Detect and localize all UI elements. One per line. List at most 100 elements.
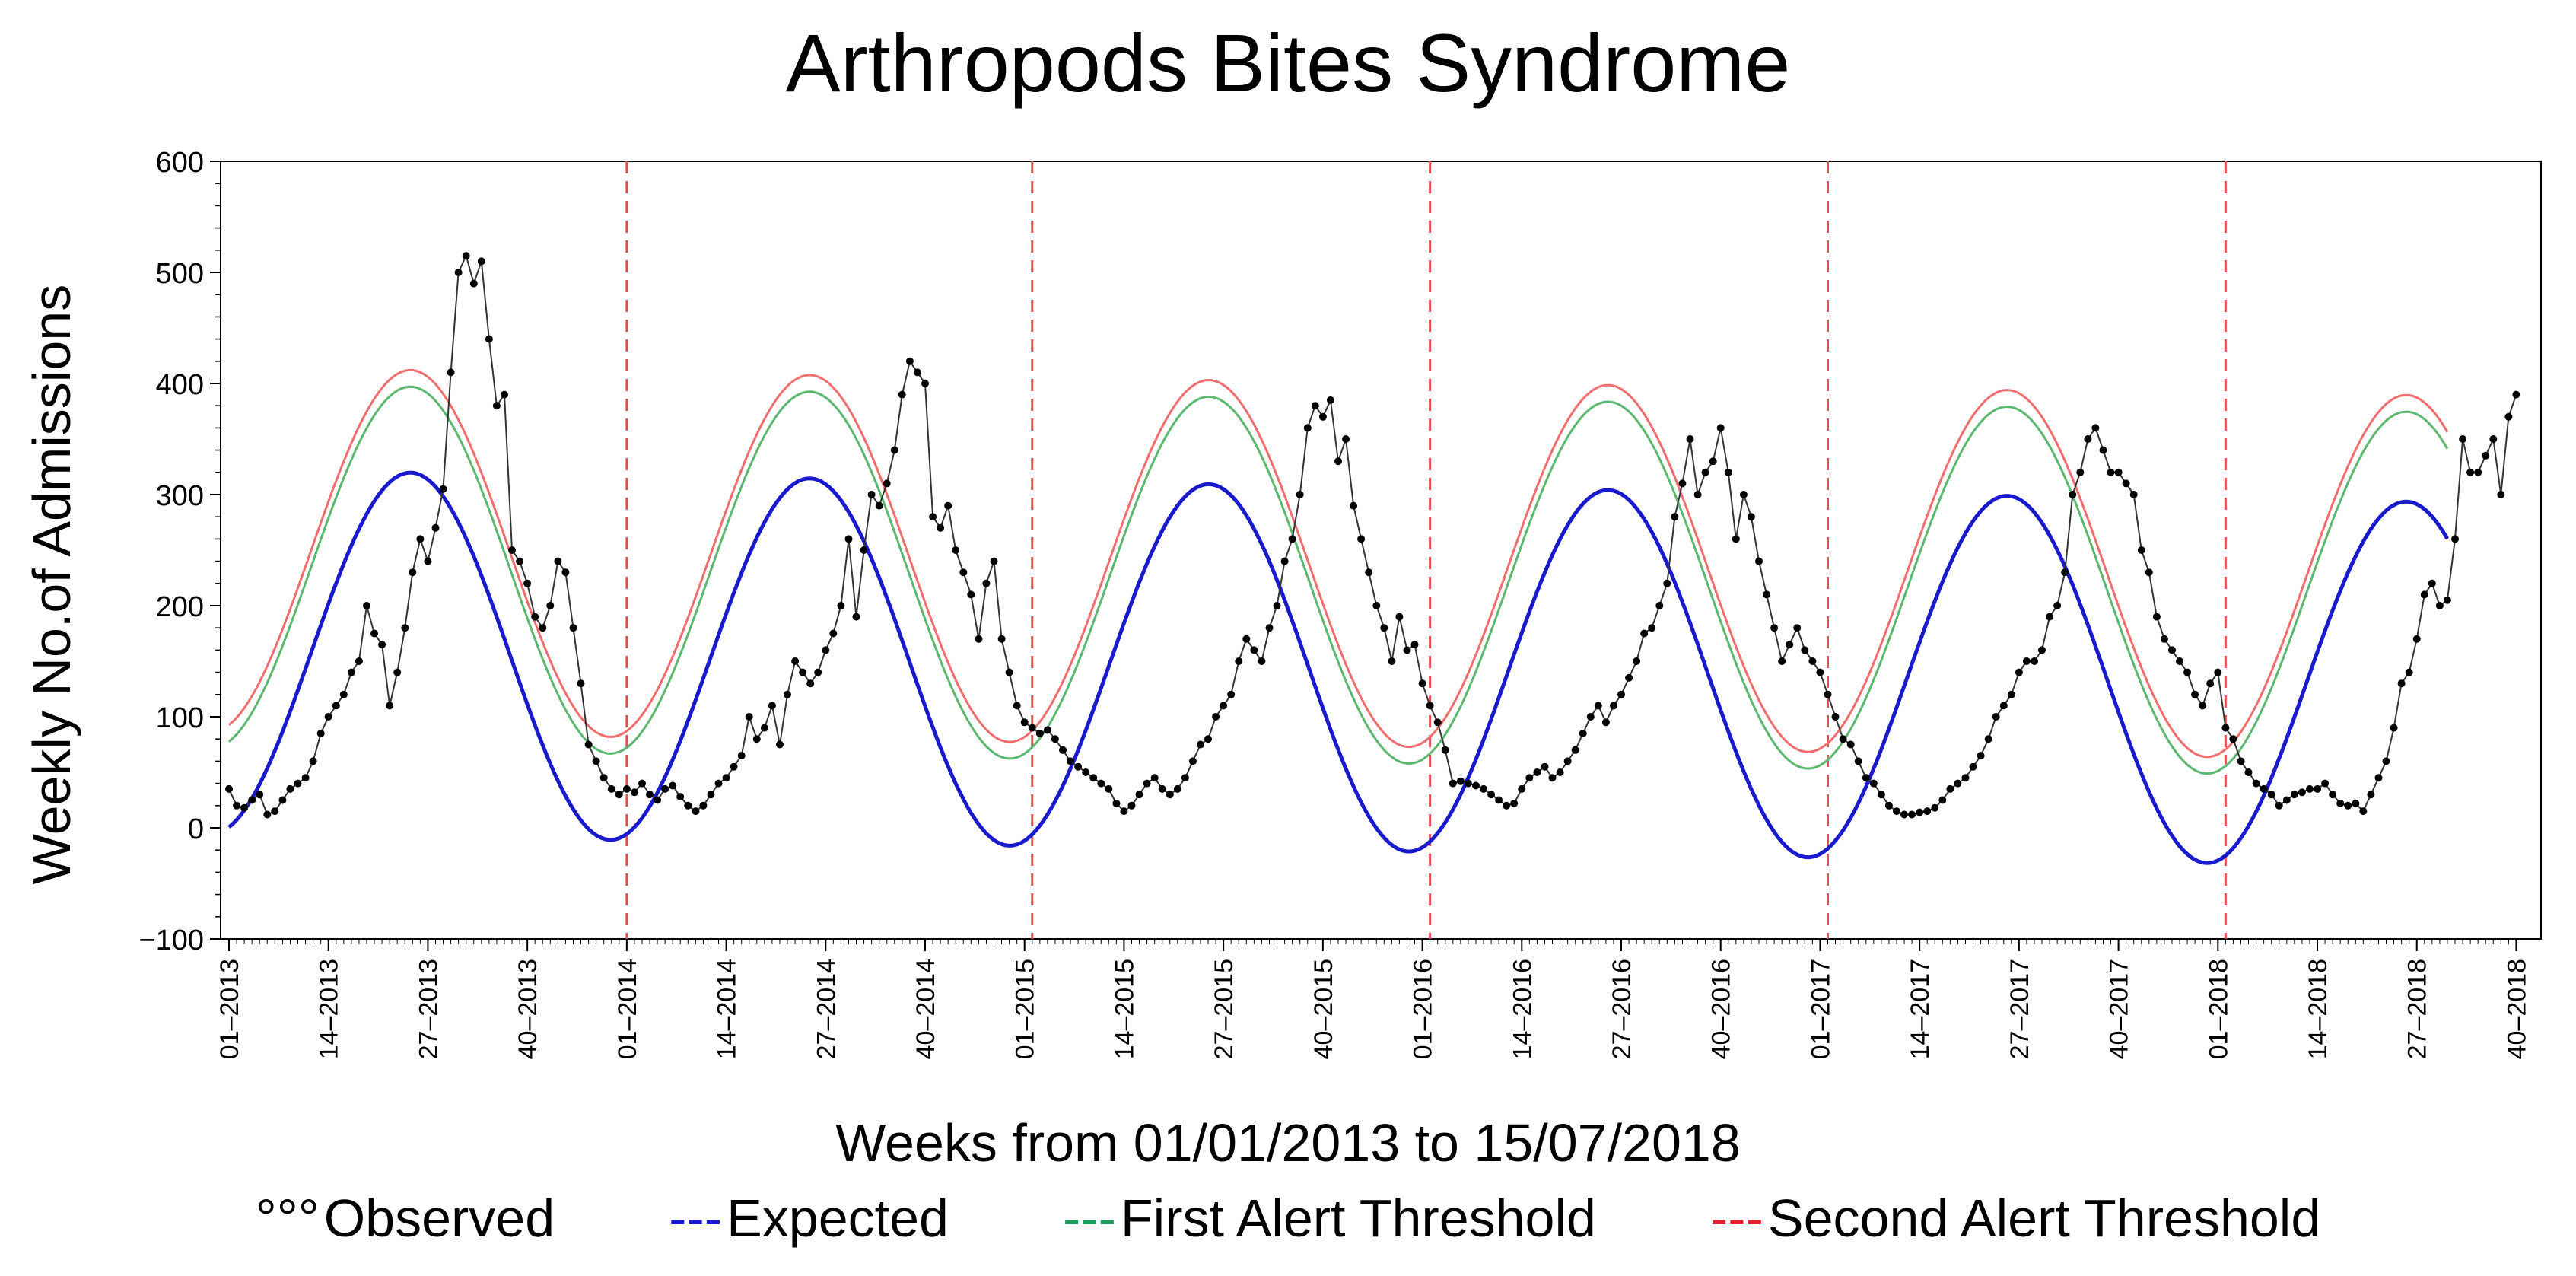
x-tick-label: 40–2015 bbox=[1309, 959, 1338, 1059]
observed-point bbox=[982, 579, 991, 587]
observed-point bbox=[1173, 784, 1181, 793]
x-tick-label: 40–2016 bbox=[1707, 959, 1736, 1059]
observed-point bbox=[707, 791, 715, 799]
observed-point bbox=[1433, 718, 1442, 727]
observed-point bbox=[2306, 784, 2314, 793]
observed-point bbox=[401, 624, 409, 632]
observed-point bbox=[2382, 757, 2390, 765]
observed-point bbox=[1120, 807, 1128, 816]
observed-point bbox=[2107, 468, 2115, 476]
observed-point bbox=[469, 279, 478, 288]
observed-point bbox=[256, 791, 264, 799]
x-tick-label: 01–2017 bbox=[1806, 959, 1835, 1059]
observed-point bbox=[363, 602, 370, 609]
observed-point bbox=[1242, 635, 1251, 643]
observed-point bbox=[1212, 713, 1220, 721]
observed-point bbox=[1449, 779, 1457, 788]
observed-point bbox=[301, 774, 310, 782]
observed-point bbox=[2405, 668, 2413, 676]
observed-point bbox=[1135, 791, 1143, 799]
observed-point bbox=[2129, 491, 2138, 498]
x-tick-label: 40–2013 bbox=[514, 959, 542, 1059]
x-tick-label: 14–2017 bbox=[1906, 959, 1935, 1059]
observed-point bbox=[324, 713, 332, 721]
y-tick-label: 0 bbox=[188, 813, 204, 845]
observed-point bbox=[1166, 791, 1174, 799]
observed-point bbox=[1518, 784, 1526, 793]
x-tick-label: 27–2013 bbox=[414, 959, 443, 1059]
observed-point bbox=[867, 491, 876, 498]
observed-point bbox=[1303, 424, 1312, 432]
observed-point bbox=[2474, 468, 2482, 476]
observed-point bbox=[714, 779, 723, 788]
x-tick-label: 14–2013 bbox=[315, 959, 344, 1059]
observed-point bbox=[890, 446, 898, 454]
observed-point bbox=[1808, 657, 1817, 665]
observed-point bbox=[1816, 668, 1824, 676]
y-tick-label: 600 bbox=[156, 147, 204, 179]
observed-point bbox=[1701, 468, 1709, 476]
observed-point bbox=[1594, 702, 1602, 710]
observed-point bbox=[492, 402, 501, 410]
observed-point bbox=[1395, 613, 1404, 621]
observed-point bbox=[2015, 668, 2023, 676]
legend-item-first-alert: --- First Alert Threshold bbox=[1063, 1188, 1596, 1249]
observed-point bbox=[1900, 810, 1908, 819]
observed-point bbox=[676, 793, 685, 801]
observed-point bbox=[1824, 690, 1832, 698]
observed-point bbox=[2053, 602, 2062, 609]
observed-point bbox=[2007, 690, 2015, 698]
observed-point bbox=[2344, 801, 2352, 810]
observed-point bbox=[1563, 757, 1572, 765]
observed-point bbox=[1999, 702, 2008, 710]
observed-point bbox=[2214, 668, 2222, 676]
observed-point bbox=[692, 807, 700, 816]
observed-point bbox=[1258, 657, 1266, 665]
observed-point bbox=[1571, 746, 1579, 754]
observed-point bbox=[1716, 424, 1725, 432]
observed-point bbox=[577, 679, 585, 688]
observed-point bbox=[1067, 757, 1074, 765]
observed-point bbox=[837, 602, 845, 609]
x-tick-label: 01–2014 bbox=[613, 959, 642, 1059]
observed-point bbox=[929, 513, 937, 521]
observed-point bbox=[1204, 735, 1212, 743]
observed-point bbox=[1273, 602, 1281, 609]
observed-point bbox=[462, 252, 470, 260]
observed-point bbox=[615, 791, 623, 799]
observed-point bbox=[898, 390, 906, 399]
observed-point bbox=[737, 752, 746, 760]
observed-point bbox=[768, 702, 776, 710]
observed-point bbox=[2420, 590, 2428, 599]
observed-point bbox=[1097, 779, 1105, 788]
observed-point bbox=[1158, 784, 1166, 793]
observed-point bbox=[1893, 807, 1900, 816]
second-alert-threshold-line bbox=[228, 368, 2449, 759]
observed-point bbox=[1028, 724, 1036, 732]
observed-point bbox=[1418, 679, 1426, 688]
observed-point bbox=[814, 668, 822, 676]
observed-point bbox=[1839, 735, 1847, 743]
observed-point bbox=[2397, 679, 2406, 688]
observed-point bbox=[599, 774, 608, 782]
observed-point bbox=[2038, 646, 2046, 654]
chart-title: Arthropods Bites Syndrome bbox=[785, 17, 1791, 109]
observed-point bbox=[286, 784, 294, 793]
observed-point bbox=[2290, 791, 2298, 799]
observed-point bbox=[1380, 624, 1388, 632]
observed-point bbox=[332, 702, 340, 710]
observed-point bbox=[760, 724, 768, 732]
observed-point bbox=[1410, 641, 1419, 649]
observed-point bbox=[2252, 779, 2260, 788]
observed-point bbox=[1755, 557, 1763, 565]
observed-point bbox=[622, 784, 631, 793]
observed-point bbox=[1035, 729, 1044, 737]
observed-point bbox=[875, 501, 883, 510]
observed-point bbox=[1786, 641, 1794, 649]
observed-point bbox=[921, 380, 929, 387]
observed-point bbox=[944, 501, 952, 510]
observed-point bbox=[1326, 396, 1334, 404]
observed-point bbox=[439, 485, 447, 493]
observed-point bbox=[2489, 435, 2498, 443]
